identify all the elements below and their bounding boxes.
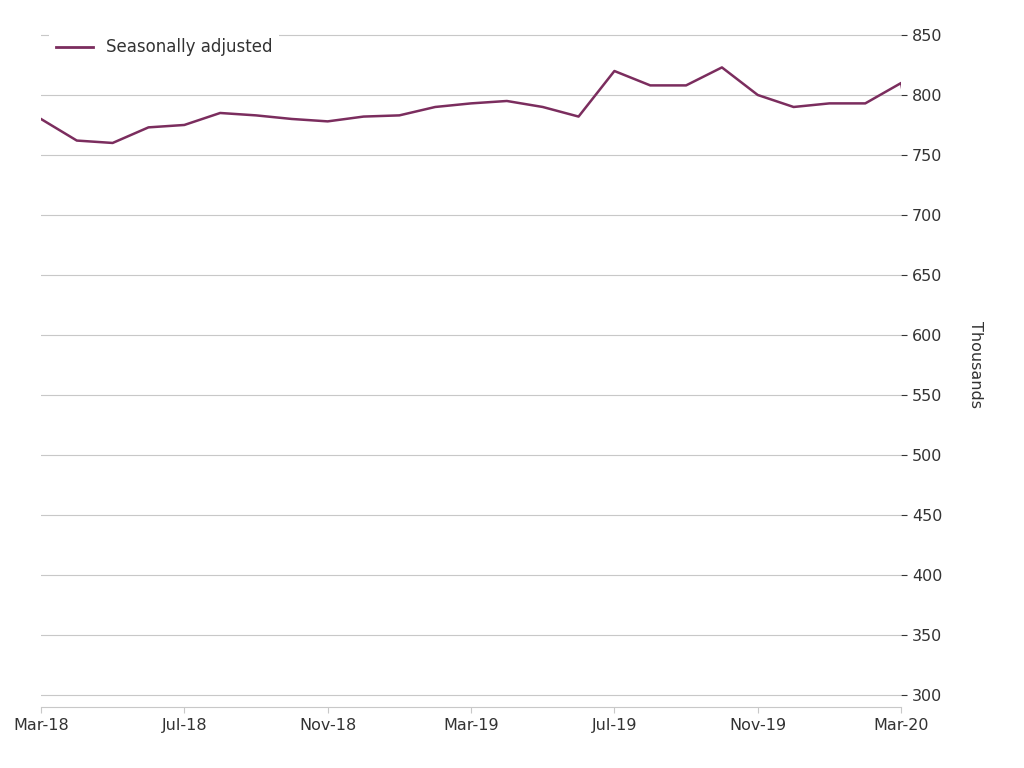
Seasonally adjusted	[680, 81, 692, 90]
Seasonally adjusted	[501, 96, 513, 105]
Seasonally adjusted	[572, 112, 585, 121]
Y-axis label: Thousands: Thousands	[968, 321, 983, 409]
Seasonally adjusted	[644, 81, 656, 90]
Seasonally adjusted	[537, 102, 549, 111]
Seasonally adjusted	[608, 66, 621, 75]
Seasonally adjusted	[823, 99, 836, 108]
Seasonally adjusted	[71, 136, 83, 145]
Seasonally adjusted	[142, 123, 155, 132]
Seasonally adjusted	[787, 102, 800, 111]
Seasonally adjusted	[214, 108, 226, 118]
Line: Seasonally adjusted: Seasonally adjusted	[41, 68, 973, 683]
Seasonally adjusted	[716, 63, 728, 72]
Seasonally adjusted	[752, 91, 764, 100]
Seasonally adjusted	[393, 111, 406, 120]
Seasonally adjusted	[35, 114, 47, 124]
Seasonally adjusted	[859, 99, 871, 108]
Seasonally adjusted	[286, 114, 298, 124]
Seasonally adjusted	[178, 121, 190, 130]
Seasonally adjusted	[357, 112, 370, 121]
Seasonally adjusted	[322, 117, 334, 126]
Seasonally adjusted	[967, 678, 979, 687]
Seasonally adjusted	[106, 138, 119, 147]
Seasonally adjusted	[895, 78, 907, 88]
Seasonally adjusted	[465, 99, 477, 108]
Seasonally adjusted	[429, 102, 441, 111]
Seasonally adjusted	[931, 276, 943, 286]
Legend: Seasonally adjusted: Seasonally adjusted	[49, 31, 280, 63]
Seasonally adjusted	[250, 111, 262, 120]
